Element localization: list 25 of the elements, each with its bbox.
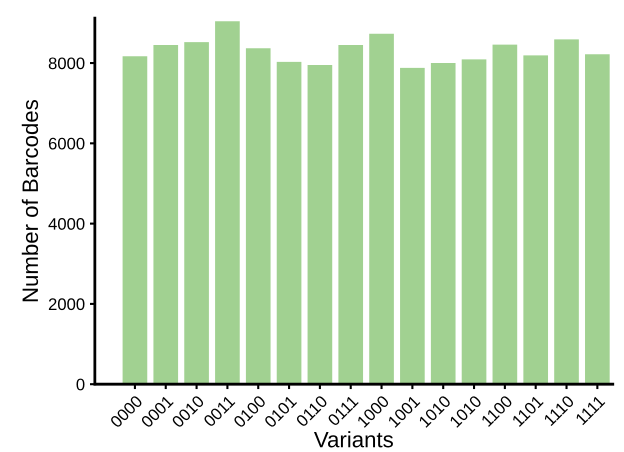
bar [338, 44, 364, 384]
bar [585, 54, 610, 384]
x-tick-label: 1111 [575, 394, 606, 426]
y-tick-label: 0 [76, 378, 84, 390]
bar [369, 34, 394, 384]
bar [153, 44, 178, 384]
bar [523, 55, 548, 384]
bar [430, 63, 456, 384]
bar [215, 21, 240, 384]
y-tick-label: 2000 [48, 298, 84, 310]
bar [122, 56, 148, 384]
bar [184, 42, 209, 384]
x-axis-title: Variants [314, 431, 393, 448]
x-tick-label: 0111 [327, 394, 359, 427]
bar [276, 62, 302, 384]
bar [308, 65, 332, 384]
bar [554, 39, 579, 384]
y-tick-label: 6000 [48, 138, 84, 150]
bar [492, 44, 518, 384]
y-tick-label: 8000 [48, 57, 84, 70]
bar [400, 68, 425, 384]
y-tick-label: 4000 [48, 218, 84, 230]
bar [462, 59, 486, 384]
bar [246, 48, 271, 384]
y-axis-title: Number of Barcodes [22, 100, 38, 302]
